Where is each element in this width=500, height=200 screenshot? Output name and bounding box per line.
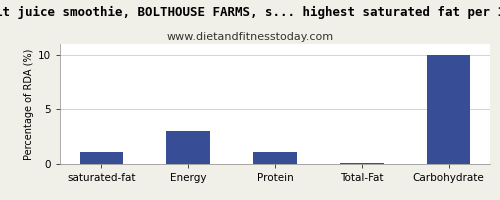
Text: www.dietandfitnesstoday.com: www.dietandfitnesstoday.com — [166, 32, 334, 42]
Bar — [340, 163, 384, 164]
Y-axis label: Percentage of RDA (%): Percentage of RDA (%) — [24, 48, 34, 160]
Text: ruit juice smoothie, BOLTHOUSE FARMS, s... highest saturated fat per 100: ruit juice smoothie, BOLTHOUSE FARMS, s.… — [0, 6, 500, 19]
Bar — [80, 152, 123, 164]
Bar — [427, 55, 470, 164]
Bar — [166, 131, 210, 164]
Bar — [254, 152, 296, 164]
